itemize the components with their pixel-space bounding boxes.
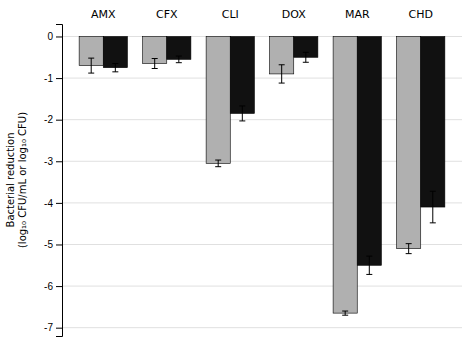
error-bar-stem (432, 191, 433, 223)
error-bar-cap (430, 222, 436, 223)
category-label: AMX (91, 8, 116, 21)
y-tick-mark (56, 78, 62, 79)
error-bar-cap (366, 256, 372, 257)
error-bar (430, 191, 436, 223)
y-tick-label: -1 (44, 73, 53, 84)
error-bar-cap (239, 105, 245, 106)
error-bar (342, 311, 348, 315)
error-bar-cap (112, 71, 118, 72)
category-label: CHD (409, 8, 433, 21)
error-bar-cap (88, 73, 94, 74)
bar (333, 36, 357, 313)
y-tick: -3 (44, 156, 62, 167)
bar (103, 36, 127, 67)
y-tick-label: -5 (44, 239, 53, 250)
y-tick-label: -3 (44, 156, 53, 167)
error-bar-cap (112, 63, 118, 64)
error-bar-stem (408, 244, 409, 254)
error-bar-cap (342, 315, 348, 316)
error-bar-cap (303, 52, 309, 53)
grid (62, 36, 462, 327)
y-tick: 0 (47, 31, 62, 42)
y-tick-mark (56, 36, 62, 37)
error-bar-cap (215, 160, 221, 161)
y-axis-line (56, 25, 63, 337)
error-bar-cap (366, 274, 372, 275)
category-label: MAR (345, 8, 370, 21)
error-bar-stem (154, 59, 155, 69)
y-tick: -7 (44, 322, 62, 333)
error-bar-stem (305, 52, 306, 62)
bar-series (103, 36, 445, 274)
y-tick-label: -2 (44, 114, 53, 125)
y-tick-mark (56, 161, 62, 162)
y-tick: -4 (44, 198, 62, 209)
bar (357, 36, 381, 265)
error-bar-cap (152, 68, 158, 69)
y-tick-label: -7 (44, 322, 53, 333)
chart-container: 0 -1 -2 -3 -4 -5 -6 -7 AMX CFX CLI DOX MAR CHD Bacteri… (0, 0, 474, 348)
category-labels: AMX CFX CLI DOX MAR CHD (91, 8, 433, 21)
bar (167, 36, 191, 59)
bars (79, 36, 445, 315)
error-bar-cap (279, 64, 285, 65)
y-axis-title: Bacterial reduction(log₁₀ CFU/mL or log₁… (5, 112, 28, 248)
bar (397, 36, 421, 248)
error-bar (215, 160, 221, 167)
error-bar (176, 56, 182, 63)
error-bar-cap (215, 166, 221, 167)
y-tick-mark (56, 203, 62, 204)
y-tick: -2 (44, 114, 62, 125)
y-tick-mark (56, 244, 62, 245)
plot: 0 -1 -2 -3 -4 -5 -6 -7 AMX CFX CLI DOX MAR CHD (44, 8, 462, 337)
bar-series (79, 36, 421, 315)
bar (230, 36, 254, 113)
error-bar-cap (176, 56, 182, 57)
error-bar-cap (303, 62, 309, 63)
category-label: CLI (222, 8, 239, 21)
y-tick-label: -4 (44, 198, 53, 209)
error-bar-stem (345, 311, 346, 315)
error-bar-stem (178, 56, 179, 63)
grid-line (62, 286, 462, 287)
error-bar (239, 106, 245, 121)
error-bar (112, 64, 118, 72)
error-bar-cap (176, 62, 182, 63)
error-bar (366, 256, 372, 274)
y-tick-mark (56, 120, 62, 121)
error-bar-cap (88, 58, 94, 59)
error-bar (303, 52, 309, 62)
error-bar-cap (430, 191, 436, 192)
bar (421, 36, 445, 207)
error-bar-cap (342, 311, 348, 312)
y-tick-mark (56, 286, 62, 287)
error-bar (88, 58, 94, 73)
error-bar-cap (239, 120, 245, 121)
error-bar-stem (91, 58, 92, 73)
chart-svg: 0 -1 -2 -3 -4 -5 -6 -7 AMX CFX CLI DOX MAR CHD Bacteri… (0, 0, 474, 348)
category-label: DOX (282, 8, 306, 21)
grid-line (62, 327, 462, 328)
error-bar (279, 65, 285, 83)
error-bar-stem (281, 65, 282, 83)
y-axis: 0 -1 -2 -3 -4 -5 -6 -7 (44, 25, 62, 337)
error-bar-stem (369, 256, 370, 274)
y-tick: -1 (44, 73, 62, 84)
error-bar-stem (218, 160, 219, 167)
y-tick: -5 (44, 239, 62, 250)
error-bar-cap (406, 253, 412, 254)
y-tick-label: -6 (44, 281, 53, 292)
bar (206, 36, 230, 163)
y-tick-mark (56, 328, 62, 329)
error-bar (152, 59, 158, 69)
error-bar-cap (152, 58, 158, 59)
category-label: CFX (156, 8, 178, 21)
y-tick: -6 (44, 281, 62, 292)
error-bar-stem (115, 64, 116, 72)
error-bar (406, 244, 412, 254)
error-bar-cap (279, 83, 285, 84)
y-tick-label: 0 (47, 31, 53, 42)
error-bar-stem (242, 106, 243, 121)
error-bar-cap (406, 243, 412, 244)
